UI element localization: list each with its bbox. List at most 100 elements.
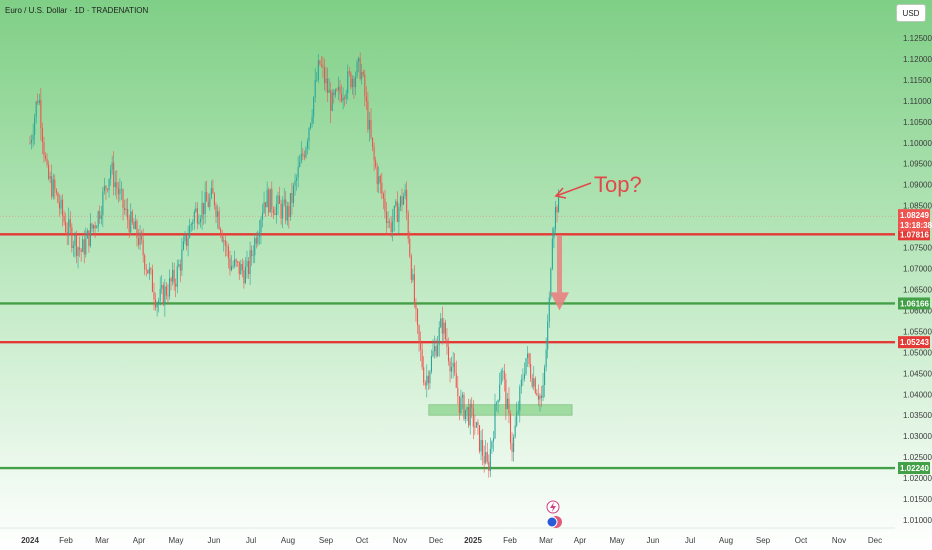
candle-body [527,353,529,359]
candle-body [443,322,445,334]
candle-body [444,322,446,339]
candle-body [427,375,429,384]
candle-body [260,219,262,233]
candle-body [314,80,316,98]
candle-body [534,378,536,394]
candle-body [85,238,87,255]
candle-body [421,349,423,368]
candle-body [415,304,417,310]
candle-body [523,373,525,379]
x-tick-label: Apr [574,536,587,545]
candle-body [502,370,504,372]
candle-body [229,258,231,271]
y-tick-label: 1.01000 [903,516,932,525]
y-tick-label: 1.12500 [903,34,932,43]
candle-body [131,211,133,223]
candle-body [354,76,357,88]
currency-button[interactable]: USD [896,4,926,22]
candle-body [545,349,547,368]
candle-body [116,182,118,189]
candle-body [372,137,374,147]
y-tick-label: 1.10000 [903,139,932,148]
candle-body [310,123,312,129]
candle-body [168,278,171,297]
candle-body [246,260,248,267]
x-tick-label: May [168,536,183,545]
candle-body [150,268,152,270]
candle-body [155,299,157,308]
candle-body [449,361,451,372]
candle-body [60,199,62,209]
candle-body [294,180,296,186]
candle-body [189,225,191,238]
candle-body [272,209,274,214]
candle-body [441,318,443,334]
candle-body [141,232,143,240]
candle-body [186,235,188,246]
event-icons[interactable] [546,500,562,528]
candle-body [392,221,394,232]
candle-body [244,266,246,284]
candle-body [54,179,56,190]
candle-body [224,240,226,246]
candle-body [288,206,290,217]
y-tick-label: 1.09500 [903,160,932,169]
candle-body [375,160,377,167]
candle-body [223,240,225,242]
candle-body [508,398,510,414]
candle-body [381,182,383,194]
zone-layer [428,404,573,416]
candle-body [125,208,127,210]
candle-body [303,155,305,158]
candle-body [331,92,333,111]
candle-body [265,202,267,208]
candle-body [49,176,51,179]
candle-body [491,441,493,449]
candle-body [34,117,36,135]
candle-body [553,229,555,239]
candle-body [474,426,476,428]
candle-body [77,247,79,256]
candle-body [153,291,155,300]
level-price-tag [898,228,930,241]
candle-body [204,192,206,215]
candle-body [232,265,234,267]
candle-body [420,340,422,350]
candle-body [533,378,535,387]
candle-body [516,411,518,426]
candle-body [424,382,426,386]
candle-body [238,261,240,275]
y-tick-label: 1.07500 [903,244,932,253]
candle-body [156,304,158,308]
y-tick-label: 1.03500 [903,411,932,420]
candle-body [540,395,543,398]
candle-body [254,237,256,256]
support-zone [428,404,573,416]
candle-body [370,119,372,138]
candle-body [31,139,33,144]
x-tick-label: Jul [246,536,256,545]
candle-body [249,250,251,275]
candle-body [80,249,82,252]
candle-body [243,270,245,284]
y-tick-label: 1.09000 [903,181,932,190]
candle-body [525,358,527,374]
candle-body [145,268,147,271]
candle-body [43,141,45,156]
candle-body [277,195,279,205]
candle-body [330,90,332,111]
candle-body [124,207,126,210]
candle-body [486,452,488,462]
candle-body [342,97,344,101]
candle-body [528,353,530,364]
y-tick-label: 1.02500 [903,453,932,462]
candle-body [485,452,487,464]
candle-body [469,403,471,426]
x-tick-label: Jul [685,536,695,545]
candle-body [447,346,450,362]
candle-body [51,176,53,197]
candle-body [111,162,113,170]
